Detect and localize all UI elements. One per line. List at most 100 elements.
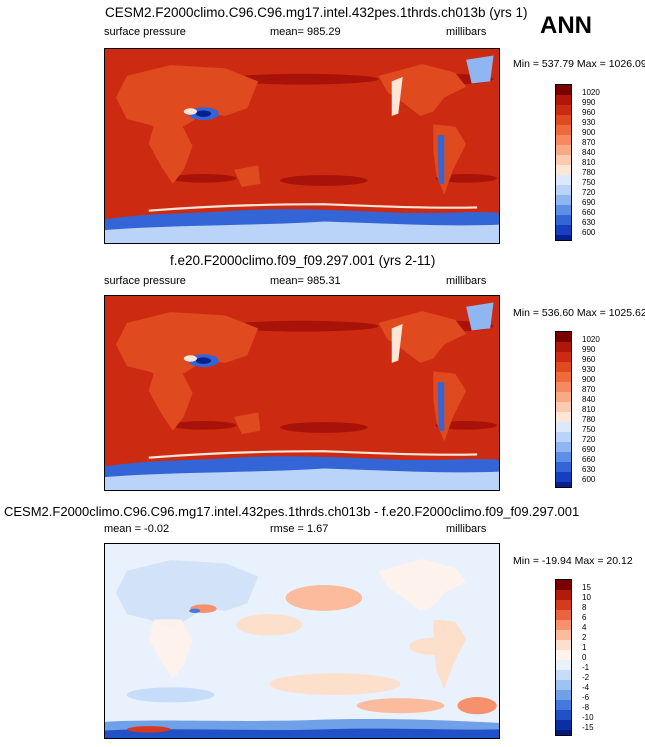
panel1-colorbar-swatch xyxy=(556,115,571,125)
panel3-colorbar-swatch xyxy=(556,680,571,690)
colorbar-label: 750 xyxy=(582,178,596,187)
panel1-colorbar-swatch xyxy=(556,85,571,95)
panel2-colorbar-swatch xyxy=(556,392,571,402)
colorbar-label: 960 xyxy=(582,355,596,364)
panel2-colorbar-swatch xyxy=(556,462,571,472)
panel2-colorbar-swatch xyxy=(556,422,571,432)
panel1-title: CESM2.F2000climo.C96.C96.mg17.intel.432p… xyxy=(105,5,528,20)
panel1-colorbar xyxy=(555,84,572,241)
colorbar-label: 1020 xyxy=(582,88,600,97)
panel2-colorbar-swatch xyxy=(556,482,571,487)
panel1-units: millibars xyxy=(446,26,487,38)
panel2-minmax: Min = 536.60 Max = 1025.62 xyxy=(513,307,645,319)
panel2-colorbar-swatch xyxy=(556,452,571,462)
colorbar-label: 690 xyxy=(582,198,596,207)
panel2-colorbar-swatch xyxy=(556,382,571,392)
panel3-colorbar-swatch xyxy=(556,620,571,630)
colorbar-label: -2 xyxy=(582,673,590,682)
panel1-colorbar-swatch xyxy=(556,155,571,165)
colorbar-label: -6 xyxy=(582,693,590,702)
colorbar-label: 4 xyxy=(582,623,587,632)
panel3-colorbar-swatch xyxy=(556,600,571,610)
panel3-colorbar-swatch xyxy=(556,690,571,700)
panel2-colorbar-swatch xyxy=(556,342,571,352)
panel3-colorbar-swatch xyxy=(556,670,571,680)
colorbar-label: 1 xyxy=(582,643,587,652)
panel2-colorbar-swatch xyxy=(556,332,571,342)
panel2-colorbar-swatch xyxy=(556,472,571,482)
colorbar-label: 990 xyxy=(582,345,596,354)
colorbar-label: 720 xyxy=(582,188,596,197)
colorbar-label: 780 xyxy=(582,415,596,424)
panel3-rmse: rmse = 1.67 xyxy=(270,523,329,535)
season-label: ANN xyxy=(540,12,592,39)
colorbar-label: 690 xyxy=(582,445,596,454)
panel3-mean: mean = -0.02 xyxy=(104,523,170,535)
panel2-title: f.e20.F2000climo.f09_f09.297.001 (yrs 2-… xyxy=(170,253,436,268)
panel2-units: millibars xyxy=(446,275,487,287)
panel3-minmax: Min = -19.94 Max = 20.12 xyxy=(513,555,633,567)
colorbar-label: -10 xyxy=(582,713,594,722)
colorbar-label: 660 xyxy=(582,208,596,217)
panel3-colorbar xyxy=(555,579,572,736)
colorbar-label: 900 xyxy=(582,128,596,137)
panel3-colorbar-swatch xyxy=(556,660,571,670)
panel3-title: CESM2.F2000climo.C96.C96.mg17.intel.432p… xyxy=(4,504,580,519)
colorbar-label: 720 xyxy=(582,435,596,444)
colorbar-label: 6 xyxy=(582,613,587,622)
panel3-colorbar-swatch xyxy=(556,730,571,735)
panel2-colorbar-swatch xyxy=(556,432,571,442)
panel3-colorbar-swatch xyxy=(556,720,571,730)
colorbar-label: 1020 xyxy=(582,335,600,344)
colorbar-label: 870 xyxy=(582,385,596,394)
panel2-variable: surface pressure xyxy=(104,275,186,287)
panel1-map xyxy=(104,48,500,244)
panel1-colorbar-swatch xyxy=(556,195,571,205)
colorbar-label: 810 xyxy=(582,158,596,167)
panel1-colorbar-swatch xyxy=(556,105,571,115)
colorbar-label: 900 xyxy=(582,375,596,384)
colorbar-label: 810 xyxy=(582,405,596,414)
colorbar-label: -15 xyxy=(582,723,594,732)
panel3-colorbar-swatch xyxy=(556,610,571,620)
colorbar-label: 630 xyxy=(582,465,596,474)
panel1-minmax: Min = 537.79 Max = 1026.09 xyxy=(513,58,645,70)
panel3-map xyxy=(104,543,500,739)
colorbar-label: 2 xyxy=(582,633,587,642)
panel3-colorbar-swatch xyxy=(556,590,571,600)
colorbar-label: -4 xyxy=(582,683,590,692)
panel1-colorbar-swatch xyxy=(556,145,571,155)
colorbar-label: 930 xyxy=(582,365,596,374)
colorbar-label: 960 xyxy=(582,108,596,117)
colorbar-label: 0 xyxy=(582,653,587,662)
panel1-colorbar-swatch xyxy=(556,185,571,195)
panel1-colorbar-swatch xyxy=(556,175,571,185)
panel1-colorbar-swatch xyxy=(556,215,571,225)
panel1-colorbar-swatch xyxy=(556,135,571,145)
panel2-colorbar-swatch xyxy=(556,412,571,422)
colorbar-label: 8 xyxy=(582,603,587,612)
panel3-colorbar-swatch xyxy=(556,630,571,640)
panel2-colorbar xyxy=(555,331,572,488)
panel2-map xyxy=(104,295,500,491)
colorbar-label: 990 xyxy=(582,98,596,107)
colorbar-label: 660 xyxy=(582,455,596,464)
colorbar-label: 600 xyxy=(582,475,596,484)
panel1-colorbar-swatch xyxy=(556,205,571,215)
colorbar-label: -1 xyxy=(582,663,590,672)
panel2-colorbar-swatch xyxy=(556,442,571,452)
panel2-colorbar-swatch xyxy=(556,352,571,362)
panel2-mean: mean= 985.31 xyxy=(270,275,341,287)
colorbar-label: 630 xyxy=(582,218,596,227)
colorbar-label: 10 xyxy=(582,593,591,602)
panel2-colorbar-swatch xyxy=(556,362,571,372)
colorbar-label: 930 xyxy=(582,118,596,127)
colorbar-label: 840 xyxy=(582,395,596,404)
panel1-colorbar-swatch xyxy=(556,125,571,135)
panel3-colorbar-swatch xyxy=(556,700,571,710)
colorbar-label: 15 xyxy=(582,583,591,592)
panel2-colorbar-swatch xyxy=(556,372,571,382)
panel3-colorbar-swatch xyxy=(556,650,571,660)
panel2-colorbar-swatch xyxy=(556,402,571,412)
colorbar-label: 750 xyxy=(582,425,596,434)
